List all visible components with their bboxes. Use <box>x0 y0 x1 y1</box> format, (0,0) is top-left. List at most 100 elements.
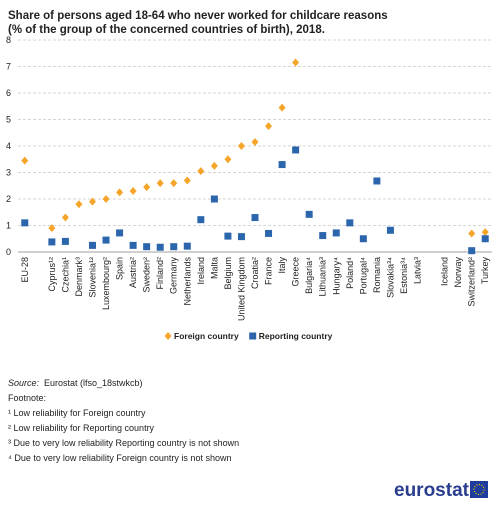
logo-text: eurostat <box>394 480 470 501</box>
point <box>481 235 489 243</box>
point <box>251 138 259 147</box>
source-label: Source: <box>8 378 40 388</box>
x-tick-label: Finland² <box>155 257 165 290</box>
point <box>292 58 300 67</box>
point <box>129 187 137 196</box>
point <box>359 235 367 243</box>
point <box>48 224 56 233</box>
point <box>481 228 489 237</box>
x-tick-label: United Kingdom <box>236 257 246 321</box>
point <box>237 233 245 241</box>
chart-title: (% of the group of the concerned countri… <box>8 24 325 36</box>
x-tick-label: Poland⁴ <box>345 257 355 289</box>
point <box>183 242 191 250</box>
x-tick-label: Cyprus¹² <box>47 257 57 292</box>
point <box>332 229 340 237</box>
x-tick-label: Slovenia¹² <box>87 257 97 298</box>
point <box>197 216 205 224</box>
footnote-title: Footnote: <box>8 393 46 403</box>
point <box>21 156 29 165</box>
point <box>197 167 205 176</box>
y-tick-label: 0 <box>6 247 11 257</box>
x-tick-label: Bulgaria⁴ <box>304 257 314 294</box>
legend-swatch <box>249 332 257 340</box>
x-tick-label: Luxembourg² <box>101 257 111 310</box>
point <box>61 213 69 222</box>
logo-stars <box>473 483 485 496</box>
point <box>129 241 137 249</box>
legend-label: Reporting country <box>259 331 333 341</box>
footnote: ⁴ Due to very low reliability Foreign co… <box>8 453 231 463</box>
point <box>224 232 232 240</box>
point <box>305 210 313 218</box>
point <box>61 237 69 245</box>
x-tick-label: Denmark³ <box>74 257 84 297</box>
point <box>170 243 178 251</box>
y-tick-label: 1 <box>6 221 11 231</box>
y-tick-label: 6 <box>6 88 11 98</box>
point <box>88 197 96 206</box>
point <box>265 229 273 237</box>
point <box>21 219 29 227</box>
x-tick-label: Slovakia³⁴ <box>385 257 395 298</box>
point <box>278 161 286 169</box>
y-tick-label: 4 <box>6 141 11 151</box>
x-tick-label: Ireland <box>196 257 206 285</box>
legend-label: Foreign country <box>174 331 239 341</box>
x-tick-label: Belgium <box>223 257 233 290</box>
y-tick-label: 5 <box>6 115 11 125</box>
x-tick-label: Austria² <box>128 257 138 288</box>
point <box>373 177 381 185</box>
x-tick-label: Latvia³ <box>413 257 423 284</box>
x-tick-label: Germany <box>169 257 179 295</box>
footnote: ³ Due to very low reliability Reporting … <box>8 438 239 448</box>
x-tick-label: Czechia¹ <box>60 257 70 293</box>
legend-swatch <box>164 332 172 340</box>
point <box>386 226 394 234</box>
x-tick-label: Sweden² <box>142 257 152 293</box>
x-tick-label: Turkey <box>480 257 490 285</box>
point <box>319 232 327 240</box>
source: Eurostat (lfso_18stwkcb) <box>44 378 143 388</box>
point <box>156 243 164 251</box>
point <box>210 161 218 170</box>
point <box>183 176 191 185</box>
logo-flag <box>470 481 488 498</box>
point <box>116 188 124 197</box>
x-tick-label: Hungary⁴ <box>331 257 341 295</box>
x-tick-label: Greece <box>291 257 301 287</box>
point <box>75 200 83 209</box>
point <box>292 146 300 154</box>
point <box>116 229 124 237</box>
point <box>251 214 259 222</box>
x-tick-label: Netherlands <box>182 257 192 306</box>
point <box>102 236 110 244</box>
x-tick-label: Malta <box>209 257 219 279</box>
x-tick-label: Italy <box>277 257 287 274</box>
point <box>346 219 354 227</box>
x-tick-label: Croatia² <box>250 257 260 289</box>
y-tick-label: 7 <box>6 62 11 72</box>
x-tick-label: Lithuania³ <box>318 257 328 297</box>
x-tick-label: Portugal⁴ <box>358 257 368 295</box>
footnote: ¹ Low reliability for Foreign country <box>8 408 146 418</box>
x-tick-label: Iceland <box>440 257 450 286</box>
point <box>210 195 218 203</box>
x-tick-label: EU-28 <box>20 257 30 283</box>
point <box>468 229 476 238</box>
chart-title: Share of persons aged 18-64 who never wo… <box>8 10 388 22</box>
x-tick-label: Switzerland² <box>467 257 477 307</box>
y-tick-label: 8 <box>6 35 11 45</box>
y-tick-label: 2 <box>6 194 11 204</box>
point <box>278 103 286 112</box>
point <box>143 183 151 192</box>
point <box>224 155 232 164</box>
point <box>102 195 110 203</box>
x-tick-label: Estonia³⁴ <box>399 257 409 294</box>
point <box>88 241 96 249</box>
x-tick-label: Norway <box>453 257 463 288</box>
x-tick-label: Spain <box>115 257 125 280</box>
point <box>265 122 273 131</box>
point <box>143 243 151 251</box>
